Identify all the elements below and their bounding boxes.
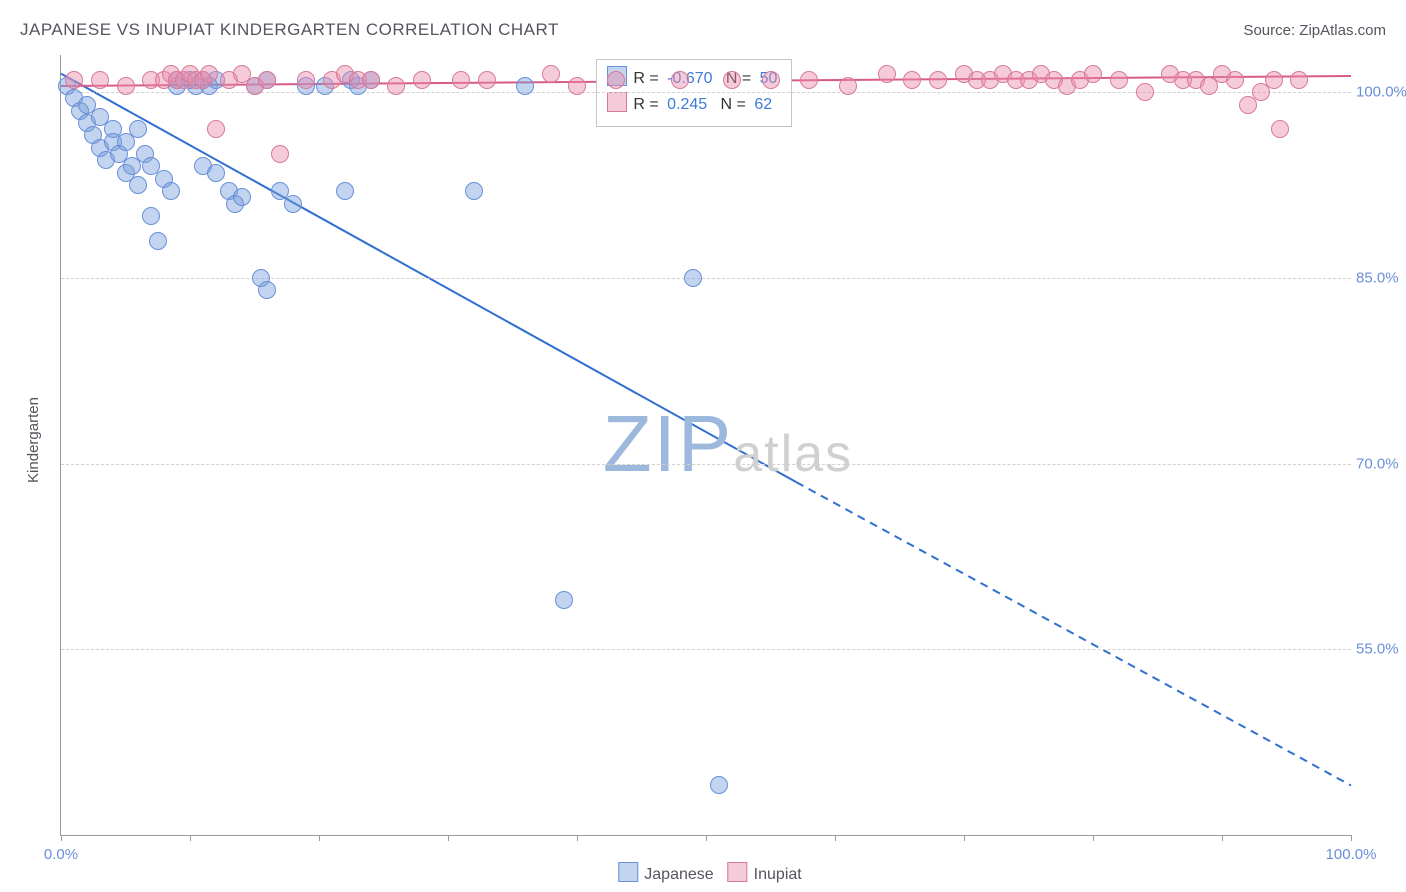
data-point xyxy=(1271,120,1289,138)
x-tick xyxy=(835,835,836,841)
data-point xyxy=(142,207,160,225)
x-tick xyxy=(448,835,449,841)
data-point xyxy=(162,182,180,200)
y-tick-label: 70.0% xyxy=(1356,455,1406,472)
gridline xyxy=(61,464,1351,465)
data-point xyxy=(207,164,225,182)
x-tick xyxy=(577,835,578,841)
data-point xyxy=(516,77,534,95)
data-point xyxy=(710,776,728,794)
legend-r-value: 0.245 xyxy=(667,96,707,113)
y-tick-label: 100.0% xyxy=(1356,84,1406,101)
chart-source: Source: ZipAtlas.com xyxy=(1243,22,1386,39)
bottom-legend: Japanese Inupiat xyxy=(604,862,801,884)
legend-label: Japanese xyxy=(644,866,713,883)
data-point xyxy=(413,71,431,89)
data-point xyxy=(1265,71,1283,89)
y-tick-label: 85.0% xyxy=(1356,269,1406,286)
data-point xyxy=(762,71,780,89)
x-tick xyxy=(964,835,965,841)
legend-r-label: R = xyxy=(633,96,663,113)
legend-row: R = -0.670 N = 50 xyxy=(607,66,777,92)
legend-swatch xyxy=(618,862,638,882)
data-point xyxy=(129,176,147,194)
legend-swatch xyxy=(728,862,748,882)
data-point xyxy=(207,120,225,138)
data-point xyxy=(1084,65,1102,83)
data-point xyxy=(929,71,947,89)
x-tick xyxy=(61,835,62,841)
data-point xyxy=(1226,71,1244,89)
x-tick-label: 100.0% xyxy=(1326,846,1377,863)
x-tick xyxy=(319,835,320,841)
legend-n-label: N = xyxy=(721,96,751,113)
data-point xyxy=(607,71,625,89)
data-point xyxy=(671,71,689,89)
data-point xyxy=(336,182,354,200)
x-tick xyxy=(190,835,191,841)
data-point xyxy=(129,120,147,138)
legend-row: R = 0.245 N = 62 xyxy=(607,92,777,118)
data-point xyxy=(1290,71,1308,89)
trend-line-dashed xyxy=(796,482,1351,785)
x-tick-label: 0.0% xyxy=(44,846,78,863)
legend-n-value: 62 xyxy=(754,96,772,113)
x-tick xyxy=(706,835,707,841)
gridline xyxy=(61,649,1351,650)
x-tick xyxy=(1351,835,1352,841)
data-point xyxy=(542,65,560,83)
legend-swatch xyxy=(607,92,627,112)
data-point xyxy=(284,195,302,213)
plot-area: R = -0.670 N = 50R = 0.245 N = 62 ZIPatl… xyxy=(60,55,1351,836)
data-point xyxy=(568,77,586,95)
data-point xyxy=(271,145,289,163)
data-point xyxy=(65,71,83,89)
legend-label: Inupiat xyxy=(754,866,802,883)
chart-title: JAPANESE VS INUPIAT KINDERGARTEN CORRELA… xyxy=(20,20,559,40)
data-point xyxy=(117,77,135,95)
x-tick xyxy=(1093,835,1094,841)
data-point xyxy=(233,188,251,206)
data-point xyxy=(1136,83,1154,101)
data-point xyxy=(555,591,573,609)
y-tick-label: 55.0% xyxy=(1356,641,1406,658)
trend-lines xyxy=(61,55,1351,835)
data-point xyxy=(478,71,496,89)
data-point xyxy=(800,71,818,89)
data-point xyxy=(723,71,741,89)
y-axis-label: Kindergarten xyxy=(25,397,42,483)
data-point xyxy=(684,269,702,287)
data-point xyxy=(465,182,483,200)
data-point xyxy=(1110,71,1128,89)
data-point xyxy=(878,65,896,83)
data-point xyxy=(149,232,167,250)
x-tick xyxy=(1222,835,1223,841)
data-point xyxy=(258,281,276,299)
data-point xyxy=(903,71,921,89)
data-point xyxy=(839,77,857,95)
data-point xyxy=(200,65,218,83)
legend-r-label: R = xyxy=(633,70,663,87)
data-point xyxy=(387,77,405,95)
data-point xyxy=(297,71,315,89)
data-point xyxy=(362,71,380,89)
data-point xyxy=(258,71,276,89)
data-point xyxy=(91,71,109,89)
data-point xyxy=(452,71,470,89)
